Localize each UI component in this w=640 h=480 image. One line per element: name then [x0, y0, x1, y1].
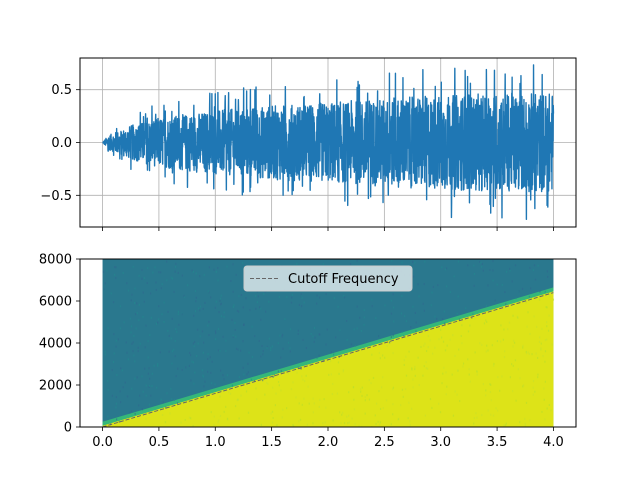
spectrogram-x-tick-label: 2.5 — [374, 435, 395, 450]
spectrogram-y-ticks: 0 2000 4000 6000 8000 — [39, 253, 80, 436]
spectrogram-axes: 0 2000 4000 6000 8000 0.0 0.5 1.0 1.5 2.0 2.5 3.0 3… — [39, 253, 577, 450]
waveform-y-tick-label: 0.5 — [51, 83, 72, 98]
legend: Cutoff Frequency — [243, 265, 413, 292]
waveform-y-tick-label: −0.5 — [40, 189, 72, 204]
legend-box — [243, 265, 413, 292]
spectrogram-y-tick-label: 4000 — [39, 337, 72, 352]
spectrogram-x-tick-label: 1.5 — [261, 435, 282, 450]
spectrogram-y-tick-label: 2000 — [39, 379, 72, 394]
cutoff-frequency-line — [102, 292, 554, 427]
spectrogram-y-tick-label: 0 — [64, 421, 72, 436]
spectrogram-y-tick-label: 8000 — [39, 253, 72, 268]
waveform-axes: −0.5 0.0 0.5 — [40, 57, 577, 231]
waveform-y-tick-label: 0.0 — [51, 136, 72, 151]
spectrogram-x-tick-label: 1.0 — [205, 435, 226, 450]
waveform-x-ticks — [102, 227, 554, 231]
spectrogram-x-ticks: 0.0 0.5 1.0 1.5 2.0 2.5 3.0 3.5 4.0 — [92, 427, 564, 450]
spectrogram-x-tick-label: 0.5 — [149, 435, 170, 450]
spectrogram-x-tick-label: 3.5 — [487, 435, 508, 450]
waveform-y-ticks: −0.5 0.0 0.5 — [40, 83, 80, 204]
spectrogram-x-tick-label: 2.0 — [318, 435, 339, 450]
waveform-line — [102, 64, 555, 221]
spectrogram-y-tick-label: 6000 — [39, 295, 72, 310]
spectrogram-frame — [79, 258, 577, 428]
waveform-series — [102, 64, 555, 221]
waveform-frame — [79, 57, 577, 228]
spectrogram-x-tick-label: 4.0 — [543, 435, 564, 450]
spectrogram-x-tick-label: 3.0 — [430, 435, 451, 450]
legend-label-cutoff: Cutoff Frequency — [288, 272, 399, 287]
spectrogram-x-tick-label: 0.0 — [92, 435, 113, 450]
